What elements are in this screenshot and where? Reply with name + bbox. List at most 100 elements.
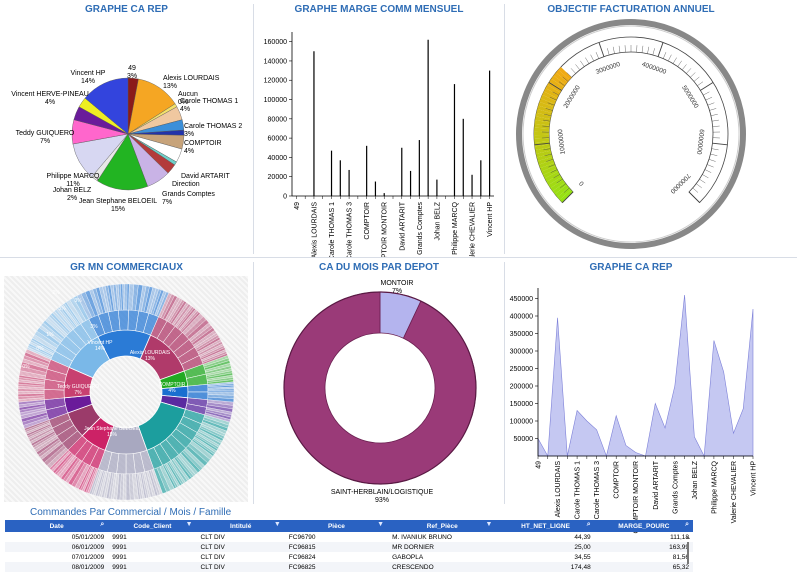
table-cell: 44,39	[574, 533, 591, 541]
y-tick-label: 350000	[510, 331, 533, 338]
pie-pct: 0%	[178, 99, 188, 106]
sunburst-ring-label: 3%	[90, 324, 98, 330]
gauge-tick	[663, 52, 667, 59]
table-cell: FC96824	[288, 553, 316, 561]
gauge-tick	[618, 45, 621, 53]
pie-label: COMPTOIR	[184, 140, 222, 147]
gauge-tick	[652, 48, 655, 56]
gauge-fill	[538, 159, 555, 169]
gauge-tick	[708, 159, 716, 162]
gauge-tick	[543, 148, 551, 151]
gauge-tick	[681, 64, 687, 71]
x-tick-label: Carole THOMAS 1	[329, 202, 336, 260]
gauge-fill	[537, 156, 554, 165]
x-tick-label: COMPTOIR	[614, 461, 621, 499]
gauge-fill	[543, 168, 559, 179]
gauge-fill	[555, 69, 570, 83]
gauge-tick	[711, 119, 719, 122]
col-ref-piece[interactable]: Ref_Pièce ▼	[388, 520, 497, 532]
sunburst-ring-label: 0%	[36, 346, 44, 352]
panel-area-ca-rep: GRAPHE CA REP 50000 100000 150000 200000 250…	[505, 258, 758, 533]
x-tick-label: 49	[536, 461, 543, 469]
gauge-tick	[707, 164, 714, 168]
gauge-tick	[562, 191, 574, 203]
gauge-tick	[712, 142, 728, 146]
panel-sunburst: GR MN COMMERCIAUX Vincent HP 14% Alexis LO…	[0, 258, 253, 506]
pie-label: Carole THOMAS 1	[180, 98, 238, 105]
pie-pct: 7%	[40, 138, 50, 145]
sunburst-pct: 7%	[74, 390, 82, 396]
area-ca-rep-chart: 50000 100000 150000 200000 250000 300000 35000…	[510, 288, 758, 533]
table-cell: 9991	[108, 542, 197, 552]
x-tick-label: Vincent HP	[751, 461, 758, 496]
y-tick-label: 80000	[268, 116, 288, 123]
pie-label: 49	[128, 65, 136, 72]
gauge-fill	[545, 84, 561, 96]
gauge-fill	[551, 75, 566, 88]
y-tick-label: 140000	[264, 58, 287, 65]
gauge-tick	[553, 174, 560, 179]
col-code-client[interactable]: Code_Client ▼	[108, 520, 197, 532]
x-tick-label: Philippe MARCQ	[711, 460, 718, 513]
pie-pct: 4%	[45, 99, 55, 106]
gauge-tick-label: 0	[578, 179, 586, 187]
gauge-fill	[548, 177, 563, 189]
table-scrollbar[interactable]	[683, 534, 693, 588]
col-ht-net-ligne[interactable]: HT_NET_LIGNE ⌕	[496, 520, 595, 532]
filter-icon: ▼	[377, 521, 385, 528]
pie-pct: 3%	[127, 73, 137, 80]
table-cell: 111,18	[670, 533, 689, 541]
x-tick-label: COMPTOIR MONTOIR	[633, 461, 640, 533]
table-cell: CRESCENDO	[388, 562, 497, 572]
gauge-tick-label: 1000000	[557, 128, 567, 154]
pie-label: Teddy GUIQUERO	[16, 130, 75, 137]
donut-label: MONTOIR	[381, 280, 414, 287]
table-cell: FC96790	[288, 533, 316, 541]
gauge-tick	[549, 97, 557, 101]
gauge-fill	[544, 171, 560, 182]
pie-label: Philippe MARCQ	[47, 173, 100, 180]
gauge-fill	[546, 174, 562, 185]
x-tick-label: Carole THOMAS 3	[347, 202, 354, 260]
table-cell: CLT DIV	[196, 562, 285, 572]
panel-pie-ca-rep: GRAPHE CA REP 49 3% Alexis LOURDAIS 13% Aucu…	[0, 0, 253, 258]
col-piece[interactable]: Pièce ▼	[284, 520, 389, 532]
col-date[interactable]: Date ⌕	[5, 520, 109, 532]
col-marge-pourc[interactable]: MARGE_POURC ⌕	[594, 520, 693, 532]
table-row[interactable]: 06/01/2009 9991 CLT DIV FC96815 MR DORNIER 25…	[5, 542, 693, 552]
gauge-tick	[570, 68, 576, 74]
x-tick-label: Carole THOMAS 3	[594, 461, 601, 519]
donut-label: SAINT-HERBLAIN/LOGISTIQUE	[331, 489, 434, 496]
gauge-tick	[703, 91, 710, 96]
sunburst-ring-label: 0%	[22, 364, 30, 370]
area-title: GRAPHE CA REP	[589, 262, 673, 273]
gauge-fill	[549, 78, 564, 90]
table-row[interactable]: 08/01/2009 9991 CLT DIV FC96825 CRESCENDO 174…	[5, 562, 693, 572]
table-cell: 08/01/2009	[5, 562, 109, 572]
table-row[interactable]: 05/01/2009 9991 CLT DIV FC96790 M. IVANIUK B…	[5, 532, 693, 542]
sunburst-segment	[207, 390, 235, 393]
table-title: Commandes Par Commercial / Mois / Famill…	[30, 507, 232, 518]
gauge-tick	[668, 54, 672, 62]
table-cell: M. IVANIUK BRUNO	[392, 533, 452, 541]
table-row[interactable]: 07/01/2009 9991 CLT DIV FC96824 GABOPLA 34,55…	[5, 552, 693, 562]
y-tick-label: 150000	[510, 401, 533, 408]
y-tick-label: 120000	[264, 78, 287, 85]
col-intitule[interactable]: Intitulé ▼	[196, 520, 285, 532]
gauge-tick	[560, 183, 566, 189]
gauge-fill	[536, 150, 552, 158]
x-tick-label: Alexis LOURDAIS	[555, 461, 562, 518]
gauge-tick	[607, 48, 610, 56]
table-cell: 05/01/2009	[71, 533, 105, 541]
panel-depot: CA DU MOIS PAR DEPOT MONTOIR 7% SAINT-HERB…	[254, 258, 504, 506]
gauge-tick	[686, 68, 692, 74]
y-tick-label: 20000	[268, 174, 288, 181]
table-cell: 163,99	[594, 542, 693, 552]
x-tick-label: Vincent HP	[487, 202, 494, 237]
table-cell: MR DORNIER	[388, 542, 497, 552]
gauge-tick	[547, 102, 555, 106]
table-cell: FC96825	[284, 562, 389, 572]
search-icon: ⌕	[586, 521, 591, 528]
pie-pct: 4%	[184, 148, 194, 155]
